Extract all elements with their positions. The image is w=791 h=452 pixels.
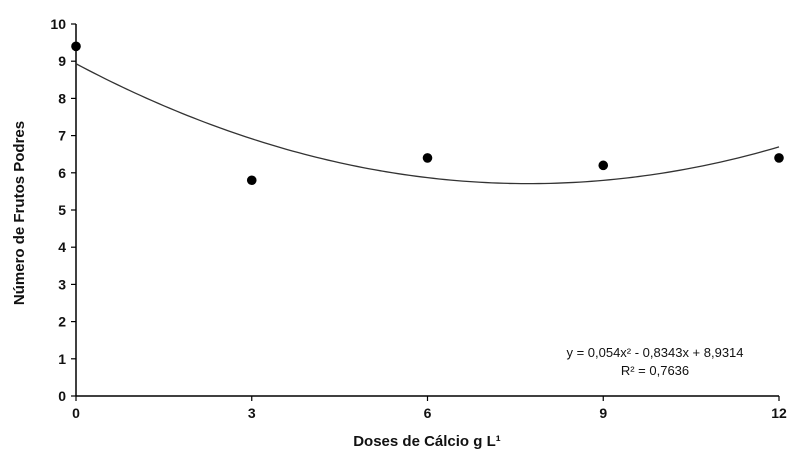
x-tick-label: 12 xyxy=(771,405,787,421)
y-tick-label: 9 xyxy=(58,53,66,69)
x-axis-title: Doses de Cálcio g L¹ xyxy=(353,433,501,450)
data-point xyxy=(422,153,433,163)
y-tick-label: 6 xyxy=(58,165,66,181)
y-tick-label: 8 xyxy=(58,90,66,106)
y-tick-label: 0 xyxy=(58,388,66,404)
y-tick-label: 5 xyxy=(58,202,66,218)
trendline-group xyxy=(75,63,780,185)
x-tick-label: 3 xyxy=(248,405,256,421)
x-tick-label: 6 xyxy=(424,405,432,421)
data-point xyxy=(71,41,81,52)
axes xyxy=(75,24,779,397)
data-points xyxy=(71,41,784,186)
equation-label: y = 0,054x² - 0,8343x + 8,9314 xyxy=(566,345,743,360)
y-tick-label: 4 xyxy=(58,239,66,255)
x-tick-label: 0 xyxy=(72,405,80,421)
y-tick-label: 2 xyxy=(58,314,66,330)
data-point xyxy=(598,160,609,171)
y-axis-title: Número de Frutos Podres xyxy=(11,121,28,305)
y-tick-label: 1 xyxy=(58,351,66,367)
x-tick-label: 9 xyxy=(599,405,607,421)
data-point xyxy=(246,175,257,186)
y-tick-label: 10 xyxy=(50,16,66,32)
trendline xyxy=(75,63,780,185)
y-tick-label: 3 xyxy=(58,276,66,292)
r-squared-label: R² = 0,7636 xyxy=(621,363,689,378)
data-point xyxy=(774,153,784,163)
y-tick-label: 7 xyxy=(58,128,66,144)
